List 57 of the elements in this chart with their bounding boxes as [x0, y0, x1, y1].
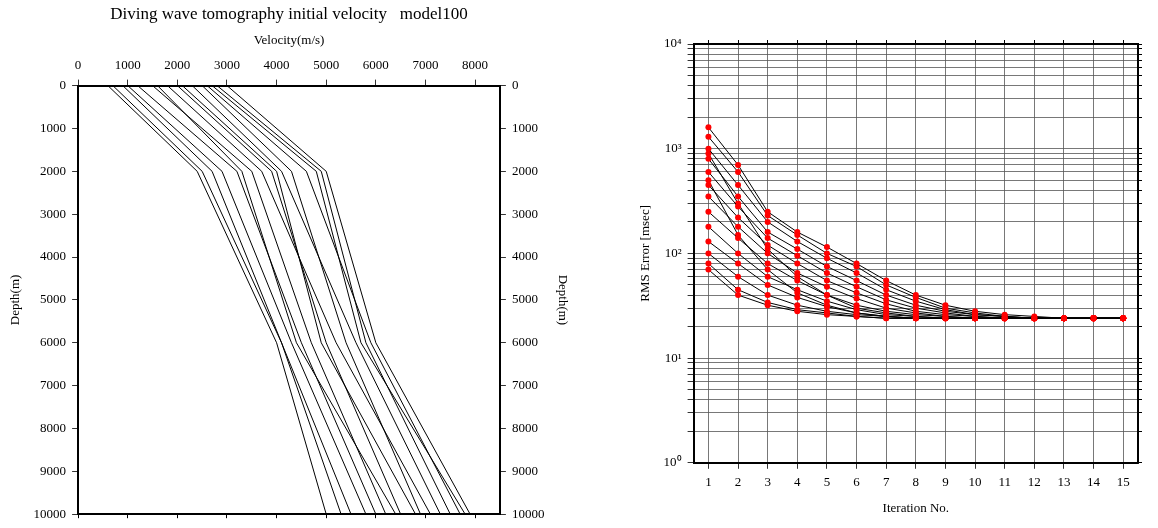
x-tick-label: 5000: [313, 57, 340, 73]
x-tick-label: 4000: [263, 57, 290, 73]
y-tick-label: 9000: [40, 462, 67, 478]
x-tick-label: 10: [968, 474, 982, 490]
x-tick-label: 3000: [213, 57, 240, 73]
y-tick-label: 3000: [40, 205, 67, 221]
y-tick-label: 6000: [40, 334, 67, 350]
y2-tick-label: 10000: [511, 505, 545, 521]
y-tick-label: 10⁰: [663, 454, 682, 470]
y2-tick-label: 4000: [511, 248, 538, 264]
x-tick-label: 7: [882, 474, 890, 490]
x-tick-label: 4: [794, 474, 802, 490]
y-tick-label: 8000: [40, 419, 67, 435]
x-tick-label: 1: [705, 474, 712, 490]
y-tick-label: 10¹: [664, 349, 682, 365]
x-tick-label: 14: [1087, 474, 1101, 490]
y2-tick-label: 2000: [511, 162, 538, 178]
y-tick-label: 7000: [40, 377, 67, 393]
x-tick-label: 11: [998, 474, 1011, 490]
x-tick-label: 3: [764, 474, 771, 490]
x-tick-label: 1000: [114, 57, 141, 73]
y-tick-label: 10³: [664, 140, 682, 156]
x-tick-label: 13: [1057, 474, 1071, 490]
y2-tick-label: 3000: [511, 205, 538, 221]
x-tick-label: 2000: [164, 57, 191, 73]
y2-tick-label: 8000: [511, 419, 538, 435]
y2-axis-title: Depth(m): [555, 274, 571, 326]
x-tick-label: 12: [1027, 474, 1041, 490]
y-tick-label: 4000: [40, 248, 67, 264]
y-axis-title: Depth(m): [7, 274, 23, 326]
y-tick-label: 10²: [664, 244, 682, 260]
x-tick-label: 9: [942, 474, 949, 490]
y-tick-label: 10000: [33, 505, 67, 521]
x-tick-label: 2: [734, 474, 742, 490]
y2-tick-label: 7000: [511, 377, 538, 393]
x-tick-label: 0: [74, 57, 82, 73]
x-axis-title: Velocity(m/s): [253, 31, 325, 47]
y-tick-label: 10⁴: [664, 35, 683, 51]
x-tick-label: 8: [912, 474, 920, 490]
y-axis-title: RMS Error [msec]: [637, 205, 653, 302]
y2-tick-label: 1000: [511, 119, 538, 135]
y2-tick-label: 6000: [511, 334, 538, 350]
y2-tick-label: 0: [511, 77, 519, 93]
x-tick-label: 6: [853, 474, 861, 490]
x-tick-label: 6000: [362, 57, 389, 73]
y-tick-label: 0: [59, 77, 67, 93]
y-tick-label: 5000: [40, 291, 67, 307]
y-tick-label: 2000: [40, 162, 67, 178]
y-tick-label: 1000: [40, 119, 67, 135]
y2-tick-label: 9000: [511, 462, 538, 478]
x-tick-label: 8000: [462, 57, 489, 73]
chart-title: Diving wave tomography initial velocity model100: [110, 3, 468, 23]
y2-tick-label: 5000: [511, 291, 538, 307]
x-tick-label: 5: [823, 474, 831, 490]
x-tick-label: 15: [1116, 474, 1130, 490]
x-tick-label: 7000: [412, 57, 439, 73]
x-axis-title: Iteration No.: [882, 499, 950, 515]
